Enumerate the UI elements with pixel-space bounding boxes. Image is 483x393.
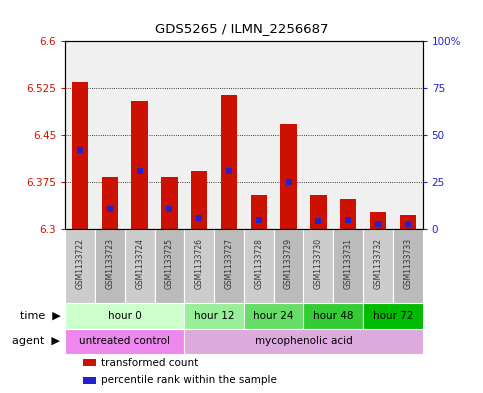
Text: mycophenolic acid: mycophenolic acid (255, 336, 353, 346)
Text: hour 72: hour 72 (372, 311, 413, 321)
Text: GDS5265 / ILMN_2256687: GDS5265 / ILMN_2256687 (155, 22, 328, 35)
Text: hour 0: hour 0 (108, 311, 142, 321)
Text: agent  ▶: agent ▶ (13, 336, 60, 346)
Point (166, 206, 173, 212)
Text: transformed count: transformed count (101, 358, 198, 368)
Bar (131, 101, 148, 229)
Point (344, 217, 352, 223)
Bar (102, 177, 118, 229)
Text: percentile rank within the sample: percentile rank within the sample (101, 375, 277, 386)
Bar (363, 229, 393, 303)
Text: GSM1133726: GSM1133726 (195, 238, 204, 289)
Text: GSM1133731: GSM1133731 (344, 238, 353, 289)
Text: GSM1133727: GSM1133727 (225, 238, 233, 289)
Bar (185, 303, 244, 329)
Point (136, 168, 143, 174)
Bar (399, 215, 416, 229)
Bar (274, 229, 303, 303)
Bar (303, 303, 363, 329)
Text: hour 12: hour 12 (194, 311, 234, 321)
Bar (281, 124, 297, 229)
Text: GSM1133724: GSM1133724 (135, 238, 144, 289)
Bar (340, 199, 356, 229)
Point (255, 217, 263, 223)
Bar (244, 303, 303, 329)
Bar (303, 229, 333, 303)
Point (285, 179, 293, 185)
Bar (363, 303, 423, 329)
Bar (161, 177, 178, 229)
Bar (125, 229, 155, 303)
Bar (185, 229, 214, 303)
Text: hour 24: hour 24 (254, 311, 294, 321)
Bar (370, 212, 386, 229)
Bar (155, 229, 185, 303)
Text: GSM1133725: GSM1133725 (165, 238, 174, 289)
Text: GSM1133732: GSM1133732 (373, 238, 383, 289)
Bar (244, 229, 274, 303)
Text: GSM1133730: GSM1133730 (314, 238, 323, 289)
Bar (214, 229, 244, 303)
Bar (95, 229, 125, 303)
Point (195, 215, 203, 221)
Bar (333, 229, 363, 303)
Point (404, 221, 412, 228)
Point (374, 221, 382, 228)
Text: GSM1133729: GSM1133729 (284, 238, 293, 289)
Text: GSM1133728: GSM1133728 (255, 238, 263, 289)
Bar (221, 95, 237, 229)
Point (106, 206, 114, 212)
Text: time  ▶: time ▶ (20, 311, 60, 321)
Bar (65, 329, 185, 354)
Bar (65, 229, 95, 303)
Bar (191, 171, 207, 229)
Bar (65, 303, 185, 329)
Text: GSM1133722: GSM1133722 (76, 238, 85, 289)
Bar (393, 229, 423, 303)
Point (76, 147, 84, 153)
Text: GSM1133733: GSM1133733 (403, 238, 412, 289)
Bar (83, 359, 96, 366)
Point (225, 168, 233, 174)
Point (314, 218, 322, 224)
Text: GSM1133723: GSM1133723 (105, 238, 114, 289)
Bar (310, 195, 327, 229)
Bar (83, 377, 96, 384)
Bar (72, 82, 88, 229)
Bar (185, 329, 423, 354)
Bar (251, 195, 267, 229)
Text: untreated control: untreated control (79, 336, 170, 346)
Text: hour 48: hour 48 (313, 311, 354, 321)
